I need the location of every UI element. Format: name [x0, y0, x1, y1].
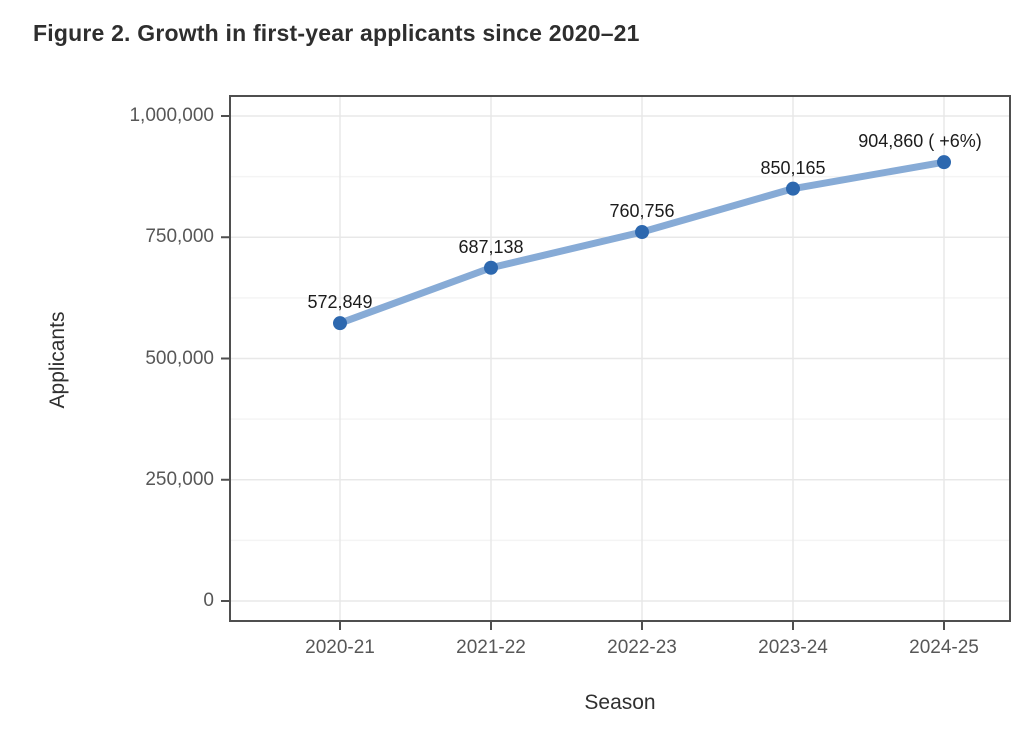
data-point-2022-23 [635, 225, 649, 240]
x-tick-label: 2023-24 [758, 637, 828, 658]
x-axis-title: Season [584, 691, 656, 714]
x-tick-label: 2021-22 [456, 637, 526, 658]
data-point-2023-24 [786, 181, 800, 196]
chart-canvas [221, 95, 1011, 630]
y-tick-label: 500,000 [145, 347, 214, 369]
point-value-label: 687,138 [458, 236, 524, 257]
data-point-2024-25 [937, 155, 951, 170]
data-point-2020-21 [333, 316, 347, 331]
point-value-label: 904,860 ( +6%) [858, 131, 982, 152]
panel-border [229, 95, 1011, 622]
y-tick-label: 0 [203, 590, 214, 611]
point-value-label: 850,165 [760, 157, 826, 178]
x-tick-label: 2024-25 [909, 637, 979, 658]
figure-title: Figure 2. Growth in first-year applicant… [33, 20, 640, 46]
x-tick-label: 2020-21 [305, 637, 375, 658]
data-point-2021-22 [484, 260, 498, 275]
y-tick-label: 1,000,000 [129, 105, 214, 126]
point-value-label: 760,756 [609, 201, 675, 222]
y-tick-label: 250,000 [145, 468, 214, 490]
y-axis-title: Applicants [46, 311, 69, 409]
x-tick-label: 2022-23 [607, 637, 677, 658]
y-tick-label: 750,000 [145, 226, 214, 248]
point-value-label: 572,849 [307, 292, 373, 313]
